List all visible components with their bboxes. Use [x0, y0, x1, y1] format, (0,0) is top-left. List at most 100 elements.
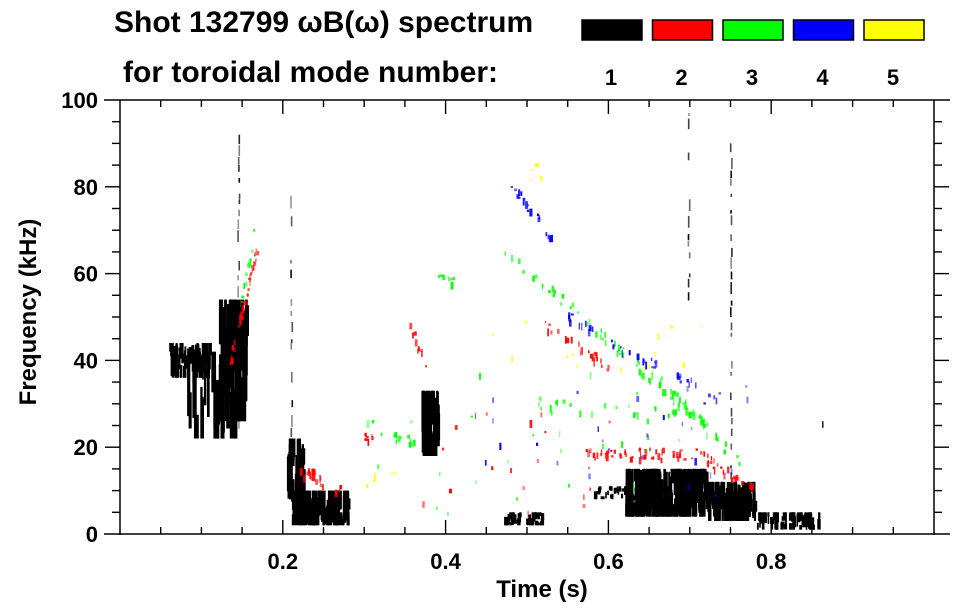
spectrum-mark: [247, 262, 249, 265]
spectrum-mark: [566, 337, 570, 344]
spectrum-mark: [716, 496, 719, 513]
spectrum-mark: [621, 493, 624, 499]
spectrum-mark: [733, 475, 737, 479]
spectrum-mark: [291, 400, 294, 408]
spectrum-mark: [311, 468, 315, 476]
spectrum-mark: [662, 447, 665, 454]
spectrum-mark: [657, 484, 660, 506]
spectrum-mark: [568, 318, 572, 322]
spectrum-mark: [232, 347, 236, 352]
spectrum-mark: [417, 346, 420, 352]
spectrum-mark: [707, 459, 709, 468]
spectrum-mark: [232, 299, 235, 370]
spectrum-mark: [302, 469, 306, 500]
spectrum-mark: [562, 399, 566, 404]
spectrum-mark: [730, 210, 732, 214]
spectrum-mark: [632, 482, 635, 490]
feature-mode-2: [544, 320, 610, 372]
spectrum-mark: [506, 519, 508, 526]
spectrum-mark: [290, 269, 292, 279]
spectrum-mark: [321, 484, 324, 490]
legend-swatch-mode-1: [581, 19, 643, 41]
spectrum-mark: [606, 450, 610, 454]
spectrum-mark: [534, 274, 538, 279]
spectrum-mark: [591, 354, 593, 359]
spectrum-mark: [366, 483, 369, 489]
spectrum-mark: [675, 500, 679, 517]
legend-swatch-mode-5: [863, 19, 925, 41]
spectrum-mark: [309, 471, 311, 479]
spectrum-mark: [236, 355, 241, 404]
spectrum-mark: [638, 447, 641, 451]
spectrum-mark: [308, 498, 312, 519]
spectrum-mark: [591, 357, 595, 362]
spectrum-mark: [709, 461, 713, 464]
spectrum-mark: [172, 353, 176, 367]
spectrum-mark: [290, 342, 293, 350]
spectrum-mark: [532, 434, 535, 437]
spectrum-mark: [412, 439, 416, 447]
spectrum-mark: [570, 336, 573, 344]
spectrum-mark: [729, 484, 732, 499]
spectrum-mark: [238, 260, 240, 271]
spectrum-mark: [731, 247, 733, 257]
spectrum-mark: [243, 300, 247, 306]
spectrum-mark: [638, 456, 642, 465]
spectrum-mark: [567, 483, 570, 488]
spectrum-mark: [447, 512, 449, 516]
spectrum-mark: [808, 523, 811, 529]
spectrum-mark: [343, 510, 346, 524]
spectrum-mark: [315, 479, 319, 485]
spectrum-mark: [622, 352, 625, 359]
spectrum-mark: [619, 453, 622, 456]
feature-mode-1: [421, 390, 441, 456]
spectrum-mark: [731, 158, 733, 170]
spectrum-mark: [509, 522, 512, 526]
spectrum-mark: [399, 436, 402, 439]
spectrum-mark: [688, 273, 691, 278]
spectrum-mark: [342, 490, 347, 500]
spectrum-mark: [595, 331, 598, 338]
spectrum-mark: [454, 425, 458, 430]
feature-mode-4: [510, 185, 553, 243]
spectrum-mark: [247, 263, 250, 268]
spectrum-mark: [581, 322, 583, 331]
spectrum-mark: [296, 505, 301, 526]
spectrum-mark: [207, 369, 210, 417]
spectrum-mark: [512, 514, 517, 524]
spectrum-mark: [632, 412, 636, 418]
feature-mode-2: [706, 453, 754, 492]
spectrum-mark: [589, 487, 591, 491]
spectrum-mark: [678, 468, 682, 488]
spectrum-mark: [326, 499, 331, 515]
spectrum-mark: [629, 477, 633, 505]
spectrum-mark: [635, 392, 639, 395]
spectrum-mark: [698, 468, 701, 490]
spectrum-mark: [636, 353, 640, 361]
spectrum-mark: [645, 454, 647, 459]
spectrum-mark: [238, 418, 240, 429]
spectrum-mark: [317, 490, 322, 503]
spectrum-mark: [539, 396, 542, 401]
y-tick-label: 0: [86, 522, 98, 547]
spectrum-mark: [364, 438, 368, 441]
spectrum-mark: [545, 232, 548, 237]
spectrum-mark: [799, 512, 803, 519]
legend-label-mode-2: 2: [675, 65, 687, 90]
spectrum-mark: [730, 469, 733, 475]
spectrum-mark: [731, 360, 733, 369]
spectrum-mark: [698, 482, 703, 508]
spectrum-mark: [294, 473, 299, 493]
spectrum-mark: [291, 479, 293, 490]
spectrum-mark: [213, 351, 216, 401]
spectrum-mark: [682, 469, 686, 502]
spectrum-mark: [299, 512, 304, 526]
spectrum-mark: [510, 185, 513, 189]
spectrum-mark: [650, 468, 654, 491]
spectrum-mark: [594, 456, 596, 461]
spectrum-mark: [524, 320, 528, 324]
spectrum-mark: [712, 466, 715, 470]
feature-mode-1: [707, 481, 758, 521]
legend-swatch-mode-4: [792, 19, 855, 41]
